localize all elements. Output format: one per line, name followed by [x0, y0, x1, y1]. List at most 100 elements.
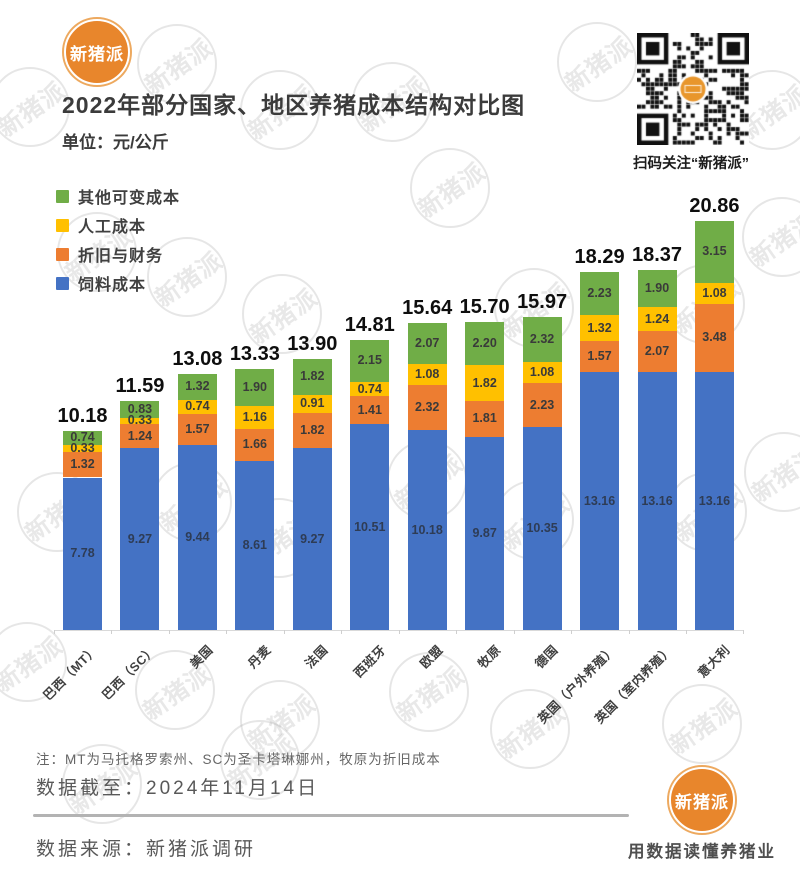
x-axis-tick [341, 630, 343, 634]
footer-divider [33, 814, 629, 817]
bar-segment [120, 401, 160, 418]
brand-watermark: 新猪派 [242, 274, 322, 354]
bar-total-label: 15.64 [402, 297, 453, 320]
bar-total-label: 18.29 [574, 245, 625, 268]
bar-total-label: 14.81 [344, 313, 395, 336]
bar-total-label: 18.37 [631, 243, 683, 266]
segment-value-label: 9.87 [472, 525, 497, 540]
x-axis-tick [571, 630, 573, 634]
bar-segment [407, 430, 447, 630]
x-axis-category-label: 德国 [532, 642, 561, 672]
bar-segment [235, 428, 275, 462]
qr-caption: 扫码关注“新猪派” [633, 156, 749, 172]
bar-segment [637, 331, 677, 373]
segment-value-label: 0.33 [70, 440, 95, 455]
bar-segment [637, 372, 677, 630]
bar-total-label: 13.33 [229, 342, 280, 365]
bar-segment [465, 401, 505, 437]
bar-segment [292, 412, 332, 449]
brand-watermark: 新猪派 [557, 22, 637, 102]
qr-block: 扫码关注“新猪派” [633, 33, 753, 173]
x-axis-category-label: 西班牙 [350, 642, 389, 681]
x-axis-tick [54, 630, 55, 634]
segment-value-label: 2.32 [529, 332, 555, 347]
bar-segment [350, 396, 390, 424]
bar-segment [63, 445, 102, 452]
brand-watermark: 新猪派 [147, 237, 227, 317]
legend-swatch [56, 247, 69, 261]
segment-value-label: 13.16 [583, 493, 616, 508]
brand-watermark: 新猪派 [490, 689, 570, 769]
segment-value-label: 1.66 [242, 437, 268, 452]
bar-segment [63, 451, 102, 478]
segment-value-label: 0.83 [127, 401, 153, 416]
segment-value-label: 0.74 [357, 381, 382, 396]
brand-logo: 新猪派 [64, 19, 130, 85]
segment-value-label: 0.74 [70, 430, 95, 445]
legend-swatch [56, 276, 69, 290]
segment-value-label: 1.81 [472, 411, 497, 426]
segment-value-label: 1.08 [529, 365, 555, 380]
legend-item: 其他可变成本 [56, 186, 180, 207]
footer-logo: 新猪派 [669, 767, 735, 833]
segment-value-label: 2.07 [644, 344, 670, 359]
segment-value-label: 2.23 [529, 397, 555, 412]
bar-segment [694, 372, 734, 630]
segment-value-label: 2.20 [472, 336, 497, 351]
x-axis-category-label: 巴西（SC） [99, 642, 159, 703]
segment-value-label: 1.24 [644, 311, 670, 326]
bar-segment [177, 444, 217, 630]
segment-value-label: 10.35 [526, 521, 558, 536]
bar-segment [694, 303, 734, 373]
bar-segment [465, 365, 505, 402]
x-axis-category-label: 意大利 [695, 642, 734, 681]
segment-value-label: 1.82 [300, 422, 325, 437]
x-axis-tick [628, 630, 630, 634]
brand-logo-text: 新猪派 [70, 44, 124, 64]
footer-slogan: 用数据读懂养猪业 [628, 843, 776, 861]
brand-watermark: 新猪派 [662, 684, 742, 764]
legend-label: 折旧与财务 [78, 248, 164, 265]
bar-segment [580, 315, 620, 342]
bar-segment [177, 373, 217, 400]
data-cutoff: 数据截至：2024年11月14日 [36, 778, 320, 799]
segment-value-label: 1.82 [472, 375, 497, 390]
segment-value-label: 1.24 [127, 428, 153, 443]
segment-value-label: 10.51 [354, 519, 386, 534]
bar-segment [407, 323, 447, 364]
segment-value-label: 1.32 [185, 379, 210, 394]
segment-value-label: 1.57 [587, 349, 612, 364]
bar-segment [292, 359, 332, 395]
x-axis-tick [513, 630, 515, 634]
x-axis-tick [226, 630, 228, 634]
x-axis-category-label: 欧盟 [417, 642, 446, 672]
x-axis-tick [743, 630, 745, 634]
footer-logo-text: 新猪派 [675, 792, 729, 812]
bar-segment [694, 282, 734, 304]
bar-segment [63, 477, 102, 630]
bar-segment [350, 424, 390, 630]
segment-value-label: 0.91 [300, 396, 325, 411]
segment-value-label: 1.08 [415, 366, 440, 381]
x-axis-category-label: 法国 [302, 642, 332, 672]
segment-value-label: 9.44 [185, 529, 210, 544]
bar-total-label: 13.90 [287, 333, 338, 356]
legend-label: 人工成本 [78, 219, 147, 236]
bar-total-label: 15.70 [459, 296, 510, 319]
segment-value-label: 1.08 [702, 285, 727, 300]
bar-segment [522, 383, 562, 428]
segment-value-label: 1.16 [242, 409, 268, 424]
legend-item: 折旧与财务 [56, 244, 180, 265]
bar-segment [522, 427, 562, 630]
bar-segment [465, 436, 505, 630]
x-axis-tick [283, 630, 285, 634]
bar-total-label: 20.86 [689, 194, 740, 217]
segment-value-label: 0.33 [127, 413, 153, 428]
bar-segment [580, 271, 620, 316]
brand-watermark: 新猪派 [135, 650, 215, 730]
qr-code [637, 33, 749, 145]
segment-value-label: 9.27 [127, 531, 153, 546]
bar-segment [350, 339, 390, 382]
bar-segment [120, 448, 160, 630]
